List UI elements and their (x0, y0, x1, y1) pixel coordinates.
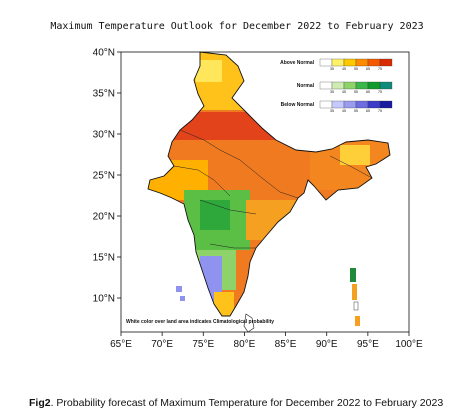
andaman-nicobar-islands (350, 268, 360, 326)
legend-swatch-normal (367, 81, 381, 90)
legend-swatch-below-normal (379, 100, 393, 109)
latitude-axis: 40°N 35°N 30°N 25°N 20°N 15°N 10°N (93, 48, 121, 305)
longitude-axis: 65°E 70°E 75°E 80°E 85°E 90°E 95°E 100°E (110, 332, 423, 350)
longitude-tick-label: 75°E (192, 339, 214, 350)
legend-swatch-above-normal (355, 58, 369, 67)
legend-swatch-above-normal (367, 58, 381, 67)
legend-swatch-normal (379, 81, 393, 90)
legend-swatch-below-normal (331, 100, 345, 109)
longitude-tick-label: 70°E (151, 339, 173, 350)
figure-caption: Fig2. Probability forecast of Maximum Te… (29, 397, 443, 409)
latitude-tick-label: 35°N (93, 89, 115, 100)
legend-value-normal: 45 (342, 90, 346, 94)
longitude-tick-label: 95°E (357, 339, 379, 350)
legend-value-above-normal: 35 (330, 67, 334, 71)
latitude-tick-label: 20°N (93, 212, 115, 223)
legend-swatch-above-normal (379, 58, 393, 67)
legend-swatch-below-normal (319, 100, 333, 109)
legend-swatch-normal (319, 81, 333, 90)
legend-value-below-normal: 75 (378, 109, 382, 113)
map-title: Maximum Temperature Outlook for December… (50, 21, 424, 32)
legend-label-normal: Normal (297, 83, 315, 89)
longitude-tick-label: 65°E (110, 339, 132, 350)
legend-swatch-normal (343, 81, 357, 90)
legend-label-above-normal: Above Normal (280, 60, 315, 66)
legend-value-above-normal: 55 (354, 67, 358, 71)
legend-value-below-normal: 65 (366, 109, 370, 113)
legend-value-normal: 35 (330, 90, 334, 94)
caption-text: . Probability forecast of Maximum Temper… (50, 397, 444, 409)
legend-value-above-normal: 45 (342, 67, 346, 71)
legend-value-above-normal: 65 (366, 67, 370, 71)
legend-swatch-below-normal (343, 100, 357, 109)
longitude-tick-label: 85°E (275, 339, 297, 350)
legend: Above Normal 35 45 55 65 75 Normal 35 45 55 65 75 Be… (280, 58, 393, 113)
longitude-tick-label: 80°E (234, 339, 256, 350)
legend-swatch-below-normal (355, 100, 369, 109)
latitude-tick-label: 10°N (93, 294, 115, 305)
latitude-tick-label: 15°N (93, 253, 115, 264)
legend-swatch-normal (355, 81, 369, 90)
sri-lanka (243, 313, 255, 333)
legend-value-below-normal: 55 (354, 109, 358, 113)
legend-value-normal: 65 (366, 90, 370, 94)
latitude-tick-label: 40°N (93, 48, 115, 59)
latitude-tick-label: 30°N (93, 130, 115, 141)
legend-swatch-above-normal (343, 58, 357, 67)
climatology-note: White color over land area indicates Cli… (126, 319, 274, 325)
legend-swatch-above-normal (331, 58, 345, 67)
legend-value-normal: 55 (354, 90, 358, 94)
legend-value-normal: 75 (378, 90, 382, 94)
legend-value-above-normal: 75 (378, 67, 382, 71)
legend-swatch-normal (331, 81, 345, 90)
caption-label: Fig2 (29, 397, 51, 409)
legend-swatch-below-normal (367, 100, 381, 109)
legend-value-below-normal: 45 (342, 109, 346, 113)
state-boundaries (173, 129, 373, 249)
legend-swatch-above-normal (319, 58, 333, 67)
legend-label-below-normal: Below Normal (281, 102, 315, 108)
longitude-tick-label: 100°E (395, 339, 423, 350)
lakshadweep-islands (176, 286, 185, 301)
legend-value-below-normal: 35 (330, 109, 334, 113)
latitude-tick-label: 25°N (93, 171, 115, 182)
longitude-tick-label: 90°E (316, 339, 338, 350)
